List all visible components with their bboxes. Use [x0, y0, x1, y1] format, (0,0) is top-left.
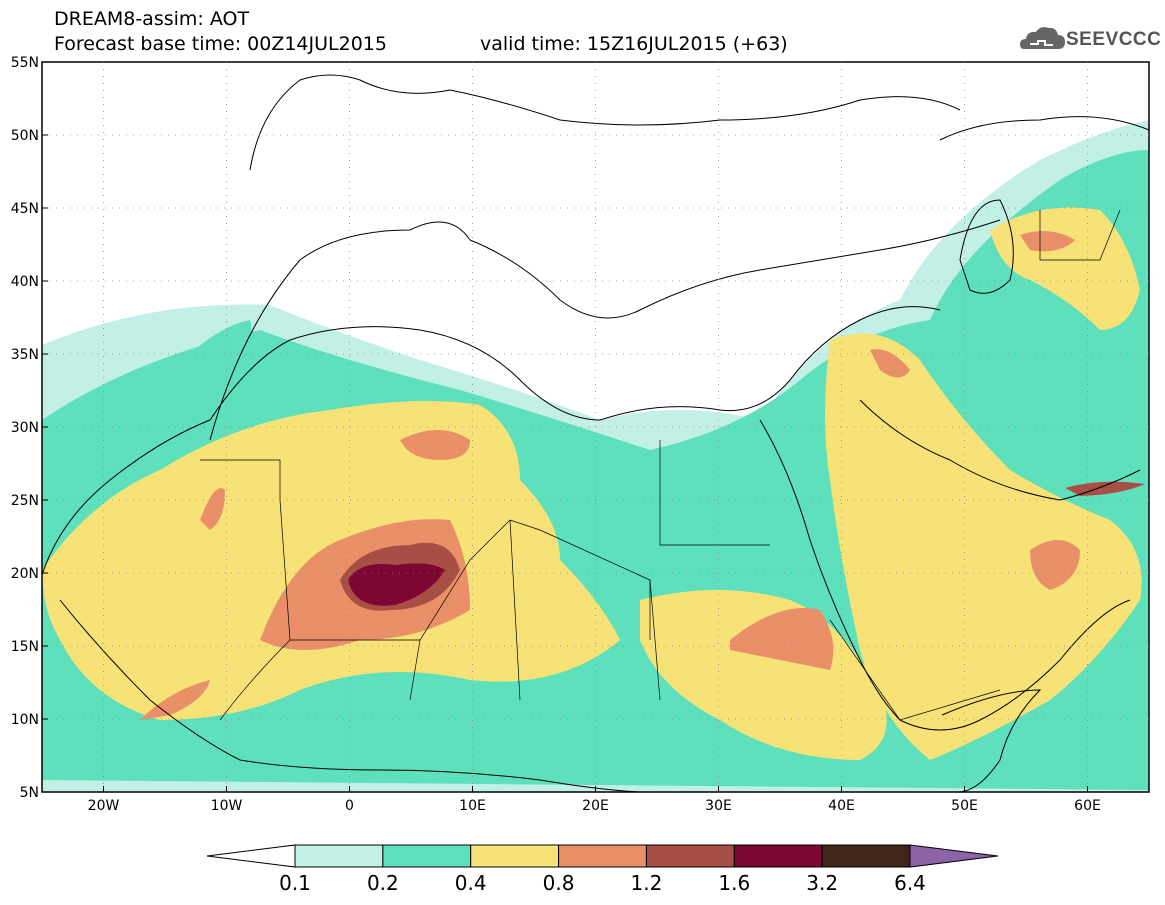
colorbar-label: 6.4 — [894, 871, 926, 895]
latitude-axis: 55N 50N 45N 40N 35N 30N 25N 20N 15N 10N 5N — [11, 55, 48, 801]
colorbar-swatch — [470, 844, 560, 868]
colorbar-swatch — [733, 844, 823, 868]
colorbar-label: 0.4 — [455, 871, 487, 895]
lon-label: 20W — [88, 798, 120, 814]
colorbar-swatch — [821, 844, 911, 868]
aot-band-0.4-arabia — [825, 333, 1142, 760]
colorbar-swatch — [558, 844, 647, 868]
colorbar-swatch — [382, 844, 472, 868]
lat-label: 10N — [11, 712, 39, 728]
lon-label: 0 — [345, 798, 354, 814]
colorbar-label: 3.2 — [806, 871, 838, 895]
aot-field — [42, 120, 1149, 792]
lat-label: 35N — [11, 347, 39, 363]
aot-band-1.6-core — [348, 563, 445, 606]
lat-label: 15N — [11, 639, 39, 655]
lat-label: 5N — [20, 785, 39, 801]
longitude-axis: 20W 10W 0 10E 20E 30E 40E 50E 60E — [88, 786, 1101, 814]
lon-label: 30E — [705, 798, 732, 814]
colorbar-swatch-over — [909, 844, 999, 868]
lat-label: 50N — [11, 128, 39, 144]
cloud-icon — [1020, 27, 1065, 49]
colorbar: 0.1 0.2 0.4 0.8 1.2 1.6 3.2 6.4 — [206, 844, 999, 895]
colorbar-label: 0.1 — [279, 871, 311, 895]
lon-label: 10W — [211, 798, 243, 814]
country-borders — [200, 209, 1121, 721]
colorbar-label: 0.2 — [367, 871, 399, 895]
gridlines — [42, 62, 1149, 792]
lat-label: 55N — [11, 55, 39, 71]
colorbar-swatch-under — [206, 844, 296, 868]
lon-label: 50E — [951, 798, 978, 814]
lat-label: 20N — [11, 566, 39, 582]
aot-band-0.8-caspian — [1020, 231, 1075, 252]
base-time-label: Forecast base time: 00Z14JUL2015 — [54, 33, 387, 55]
lat-label: 25N — [11, 493, 39, 509]
aot-band-0.2-atlantic — [140, 320, 252, 414]
lon-label: 40E — [828, 798, 855, 814]
aot-band-0.8-senegal — [140, 680, 210, 720]
lat-label: 45N — [11, 201, 39, 217]
lon-label: 60E — [1074, 798, 1101, 814]
lat-label: 40N — [11, 274, 39, 290]
aot-band-0.8-west — [200, 488, 225, 530]
colorbar-label: 0.8 — [543, 871, 575, 895]
valid-time-label: valid time: 15Z16JUL2015 (+63) — [480, 33, 788, 55]
colorbar-swatch — [645, 844, 735, 868]
lon-label: 10E — [459, 798, 486, 814]
aot-band-0.8-oman — [1030, 540, 1080, 590]
aot-band-0.8-north — [400, 430, 470, 460]
model-title: DREAM8-assim: AOT — [54, 8, 250, 30]
logo-text: SEEVCCC — [1066, 29, 1162, 50]
colorbar-swatch — [294, 844, 384, 868]
aot-band-0.8-iraq — [870, 349, 910, 378]
aot-band-0.8-sudan — [730, 608, 834, 670]
colorbar-label: 1.2 — [631, 871, 663, 895]
lon-label: 20E — [582, 798, 609, 814]
lat-label: 30N — [11, 420, 39, 436]
colorbar-label: 1.6 — [718, 871, 750, 895]
